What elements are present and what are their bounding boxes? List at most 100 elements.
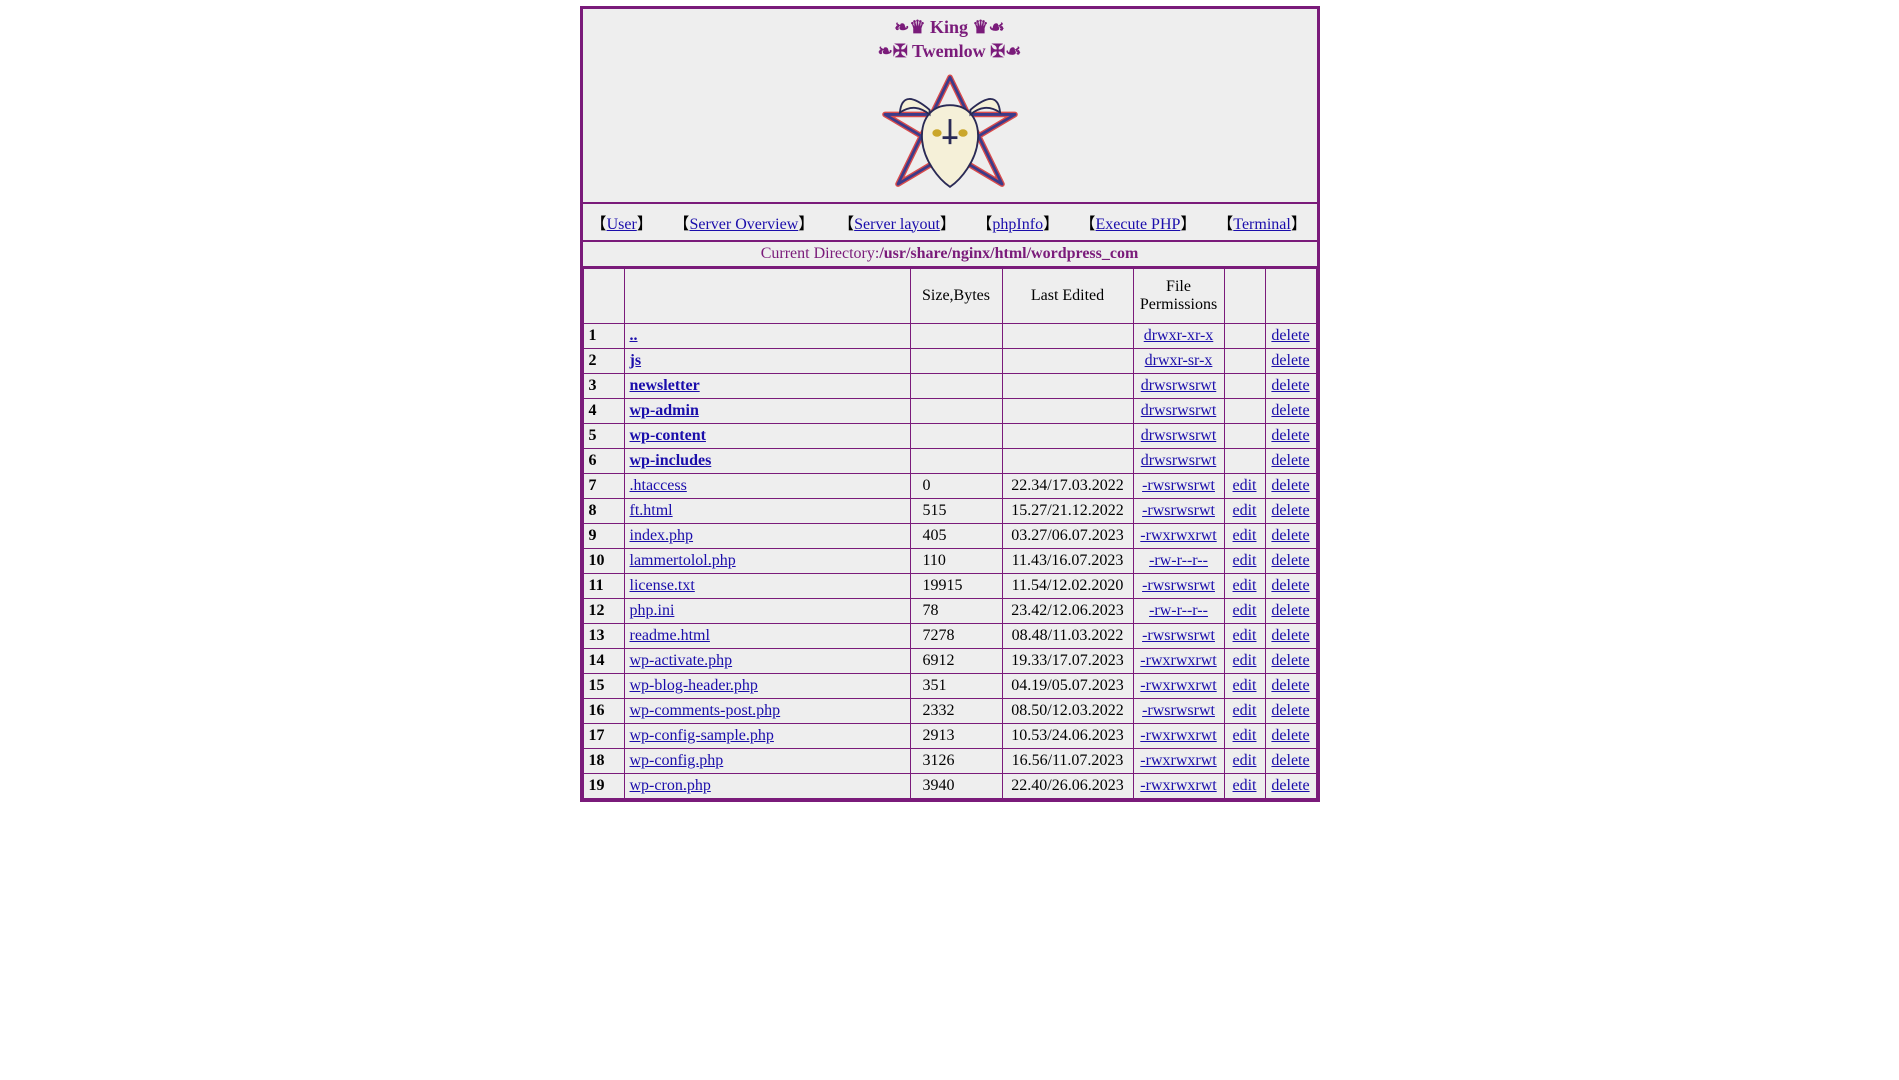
row-index: 16 bbox=[583, 698, 624, 723]
nav-link[interactable]: phpInfo bbox=[992, 216, 1043, 233]
delete-link[interactable]: delete bbox=[1271, 777, 1309, 794]
table-row: 18wp-config.php312616.56/11.07.2023-rwxr… bbox=[583, 748, 1316, 773]
delete-link[interactable]: delete bbox=[1271, 452, 1309, 469]
perm-link[interactable]: drwsrwsrwt bbox=[1141, 402, 1217, 419]
edit-link[interactable]: edit bbox=[1233, 627, 1257, 644]
perm-link[interactable]: drwsrwsrwt bbox=[1141, 377, 1217, 394]
dir-link[interactable]: .. bbox=[630, 327, 638, 344]
nav-item: 【User】 bbox=[583, 203, 661, 241]
nav-link[interactable]: Server Overview bbox=[689, 216, 798, 233]
file-link[interactable]: ft.html bbox=[630, 502, 673, 519]
perm-link[interactable]: -rwxrwxrwt bbox=[1140, 752, 1216, 769]
delete-link[interactable]: delete bbox=[1271, 327, 1309, 344]
file-link[interactable]: wp-comments-post.php bbox=[630, 702, 781, 719]
dir-link[interactable]: wp-admin bbox=[630, 402, 699, 419]
perm-link[interactable]: -rwxrwxrwt bbox=[1140, 527, 1216, 544]
col-edited: Last Edited bbox=[1002, 268, 1133, 323]
row-size bbox=[910, 448, 1002, 473]
dir-link[interactable]: wp-includes bbox=[630, 452, 712, 469]
nav-link[interactable]: Server layout bbox=[854, 216, 940, 233]
perm-link[interactable]: -rwsrwsrwt bbox=[1142, 477, 1215, 494]
file-link[interactable]: index.php bbox=[630, 527, 694, 544]
row-edit bbox=[1224, 423, 1265, 448]
perm-link[interactable]: -rw-r--r-- bbox=[1149, 602, 1208, 619]
delete-link[interactable]: delete bbox=[1271, 727, 1309, 744]
row-delete: delete bbox=[1265, 573, 1316, 598]
row-size bbox=[910, 423, 1002, 448]
edit-link[interactable]: edit bbox=[1233, 702, 1257, 719]
perm-link[interactable]: -rw-r--r-- bbox=[1149, 552, 1208, 569]
perm-link[interactable]: drwsrwsrwt bbox=[1141, 452, 1217, 469]
perm-link[interactable]: -rwsrwsrwt bbox=[1142, 702, 1215, 719]
delete-link[interactable]: delete bbox=[1271, 427, 1309, 444]
file-link[interactable]: license.txt bbox=[630, 577, 695, 594]
file-link[interactable]: lammertolol.php bbox=[630, 552, 736, 569]
edit-link[interactable]: edit bbox=[1233, 552, 1257, 569]
file-link[interactable]: .htaccess bbox=[630, 477, 687, 494]
delete-link[interactable]: delete bbox=[1271, 477, 1309, 494]
table-row: 17wp-config-sample.php291310.53/24.06.20… bbox=[583, 723, 1316, 748]
edit-link[interactable]: edit bbox=[1233, 577, 1257, 594]
delete-link[interactable]: delete bbox=[1271, 402, 1309, 419]
delete-link[interactable]: delete bbox=[1271, 352, 1309, 369]
row-delete: delete bbox=[1265, 723, 1316, 748]
row-index: 7 bbox=[583, 473, 624, 498]
delete-link[interactable]: delete bbox=[1271, 552, 1309, 569]
row-edit: edit bbox=[1224, 648, 1265, 673]
edit-link[interactable]: edit bbox=[1233, 502, 1257, 519]
row-perm: -rwsrwsrwt bbox=[1133, 623, 1224, 648]
row-delete: delete bbox=[1265, 498, 1316, 523]
row-index: 9 bbox=[583, 523, 624, 548]
delete-link[interactable]: delete bbox=[1271, 627, 1309, 644]
edit-link[interactable]: edit bbox=[1233, 677, 1257, 694]
delete-link[interactable]: delete bbox=[1271, 577, 1309, 594]
edit-link[interactable]: edit bbox=[1233, 602, 1257, 619]
dir-link[interactable]: wp-content bbox=[630, 427, 706, 444]
delete-link[interactable]: delete bbox=[1271, 702, 1309, 719]
file-link[interactable]: wp-config.php bbox=[630, 752, 724, 769]
edit-link[interactable]: edit bbox=[1233, 727, 1257, 744]
delete-link[interactable]: delete bbox=[1271, 502, 1309, 519]
perm-link[interactable]: drwxr-sr-x bbox=[1145, 352, 1213, 369]
file-link[interactable]: readme.html bbox=[630, 627, 710, 644]
delete-link[interactable]: delete bbox=[1271, 377, 1309, 394]
nav-link[interactable]: User bbox=[607, 216, 637, 233]
edit-link[interactable]: edit bbox=[1233, 527, 1257, 544]
nav-item: 【Terminal】 bbox=[1208, 203, 1317, 241]
delete-link[interactable]: delete bbox=[1271, 527, 1309, 544]
table-row: 14wp-activate.php691219.33/17.07.2023-rw… bbox=[583, 648, 1316, 673]
delete-link[interactable]: delete bbox=[1271, 677, 1309, 694]
row-size: 110 bbox=[910, 548, 1002, 573]
row-size bbox=[910, 348, 1002, 373]
perm-link[interactable]: -rwsrwsrwt bbox=[1142, 577, 1215, 594]
perm-link[interactable]: -rwxrwxrwt bbox=[1140, 652, 1216, 669]
file-link[interactable]: wp-cron.php bbox=[630, 777, 711, 794]
perm-link[interactable]: -rwsrwsrwt bbox=[1142, 627, 1215, 644]
file-link[interactable]: wp-activate.php bbox=[630, 652, 733, 669]
edit-link[interactable]: edit bbox=[1233, 652, 1257, 669]
perm-link[interactable]: -rwsrwsrwt bbox=[1142, 502, 1215, 519]
file-link[interactable]: wp-config-sample.php bbox=[630, 727, 774, 744]
edit-link[interactable]: edit bbox=[1233, 777, 1257, 794]
perm-link[interactable]: -rwxrwxrwt bbox=[1140, 677, 1216, 694]
row-index: 6 bbox=[583, 448, 624, 473]
edit-link[interactable]: edit bbox=[1233, 752, 1257, 769]
nav-link[interactable]: Execute PHP bbox=[1096, 216, 1181, 233]
row-name: wp-cron.php bbox=[624, 773, 910, 798]
dir-link[interactable]: newsletter bbox=[630, 377, 700, 394]
delete-link[interactable]: delete bbox=[1271, 652, 1309, 669]
perm-link[interactable]: -rwxrwxrwt bbox=[1140, 777, 1216, 794]
table-row: 7.htaccess022.34/17.03.2022-rwsrwsrwtedi… bbox=[583, 473, 1316, 498]
perm-link[interactable]: -rwxrwxrwt bbox=[1140, 727, 1216, 744]
nav-link[interactable]: Terminal bbox=[1233, 216, 1291, 233]
delete-link[interactable]: delete bbox=[1271, 752, 1309, 769]
row-edited: 19.33/17.07.2023 bbox=[1002, 648, 1133, 673]
delete-link[interactable]: delete bbox=[1271, 602, 1309, 619]
dir-link[interactable]: js bbox=[630, 352, 642, 369]
row-name: newsletter bbox=[624, 373, 910, 398]
perm-link[interactable]: drwsrwsrwt bbox=[1141, 427, 1217, 444]
perm-link[interactable]: drwxr-xr-x bbox=[1144, 327, 1214, 344]
file-link[interactable]: wp-blog-header.php bbox=[630, 677, 758, 694]
file-link[interactable]: php.ini bbox=[630, 602, 675, 619]
edit-link[interactable]: edit bbox=[1233, 477, 1257, 494]
